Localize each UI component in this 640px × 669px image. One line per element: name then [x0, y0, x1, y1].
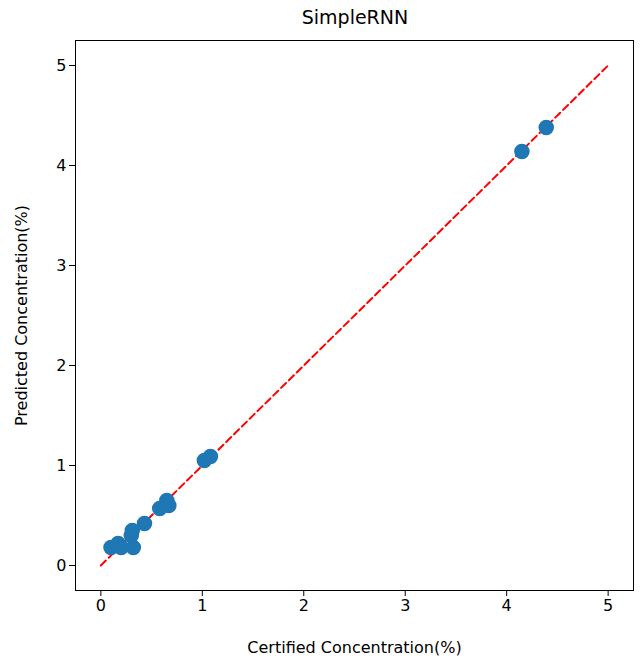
svg-text:3: 3: [400, 596, 410, 615]
html-text:SimpleRNN: SimpleRNN: [301, 6, 409, 28]
svg-text:2: 2: [299, 596, 309, 615]
svg-text:Predicted Concentration(%): Predicted Concentration(%): [12, 205, 31, 426]
svg-text:1: 1: [56, 456, 66, 475]
svg-text:0: 0: [56, 556, 66, 575]
svg-text:1: 1: [197, 596, 207, 615]
svg-text:5: 5: [56, 56, 66, 75]
svg-text:Certified Concentration(%): Certified Concentration(%): [247, 638, 461, 657]
svg-text:4: 4: [502, 596, 512, 615]
svg-text:3: 3: [56, 256, 66, 275]
svg-text:2: 2: [56, 356, 66, 375]
svg-text:0: 0: [96, 596, 106, 615]
svg-text:4: 4: [56, 156, 66, 175]
svg-text:5: 5: [603, 596, 613, 615]
